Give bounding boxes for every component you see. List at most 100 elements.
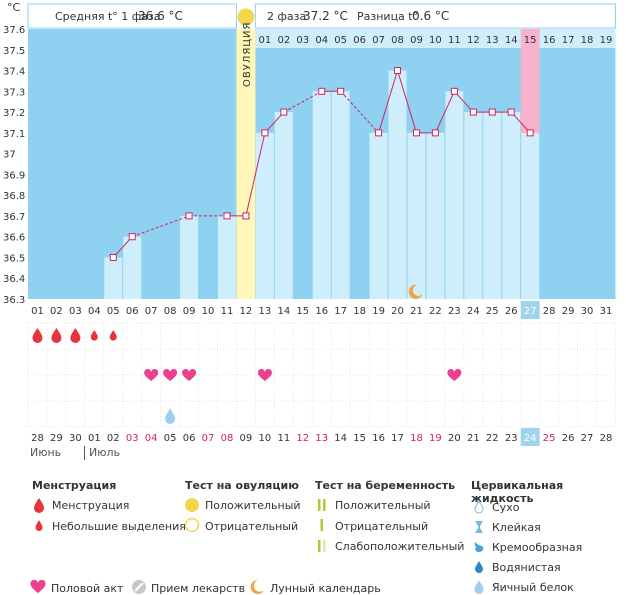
temp-bar [274, 112, 293, 299]
cervical-creamy-icon [474, 542, 484, 553]
temp-point [242, 212, 250, 220]
calendar-date-label: 03 [126, 433, 139, 444]
pregnancy-weak-icon [318, 540, 326, 552]
legend-pregnancy-positive: Положительный [335, 499, 431, 512]
calendar-date-label: 09 [240, 433, 253, 444]
current-day-cell [520, 301, 540, 319]
temp-point [280, 108, 288, 116]
y-tick-label: 36.8 [3, 191, 25, 202]
legend-pregnancy-negative: Отрицательный [335, 520, 429, 533]
ovulation-positive-icon [185, 498, 199, 512]
ovulation-column [236, 29, 256, 299]
legend-intercourse: Половой акт [51, 582, 124, 595]
cycle-day-label: 05 [107, 306, 120, 317]
phase2-day-label: 12 [467, 35, 480, 46]
menstruation-drop-icon [34, 498, 44, 513]
temp-bar [369, 132, 388, 299]
legend-ovulation-positive: Положительный [205, 499, 301, 512]
cycle-day-label: 17 [334, 306, 347, 317]
y-tick-label: 36.4 [3, 274, 25, 285]
legend-pregnancy-test-title: Тест на беременность [315, 479, 456, 492]
cycle-day-label: 04 [88, 306, 101, 317]
cycle-day-row [26, 299, 616, 321]
y-axis-unit: °C [7, 1, 21, 14]
cycle-day-label: 30 [581, 306, 594, 317]
calendar-date-label: 30 [69, 433, 82, 444]
calendar-date-label: 20 [448, 433, 461, 444]
cycle-day-label: 02 [50, 306, 63, 317]
temp-line-segment [283, 90, 322, 113]
calendar-date-label: 15 [353, 433, 366, 444]
y-tick-label: 37.3 [3, 87, 25, 98]
temp-bar [464, 112, 483, 299]
today-cell [520, 428, 540, 446]
cervical-eggwhite-icon [165, 408, 176, 424]
y-tick-label: 37.5 [3, 46, 25, 57]
phase2-day-label: 19 [600, 35, 613, 46]
legend-spotting-item: Небольшие выделения [52, 520, 186, 533]
phase2-day-label: 03 [296, 35, 309, 46]
temp-bar [388, 70, 407, 300]
legend-ovulation-negative: Отрицательный [205, 520, 299, 533]
cycle-day-label: 06 [126, 306, 139, 317]
calendar-date-label: 16 [372, 433, 385, 444]
medication-pill-icon [132, 580, 146, 594]
ovulation-sun-icon [237, 8, 255, 26]
phase2-day-label: 10 [429, 35, 442, 46]
temp-bar [426, 132, 445, 299]
phase1-label: Средняя t° 1 фаза [55, 10, 161, 23]
temp-point [337, 87, 345, 95]
temp-bar [104, 257, 123, 299]
phase2-day-label: 08 [391, 35, 404, 46]
intercourse-heart-icon [144, 368, 159, 381]
calendar-date-label: 27 [581, 433, 594, 444]
calendar-date-label: 17 [391, 433, 404, 444]
y-tick-label: 36.5 [3, 253, 25, 264]
month-divider [84, 446, 85, 460]
cycle-day-label: 07 [145, 306, 158, 317]
calendar-date-label: 10 [259, 433, 272, 444]
phase2-day-label: 17 [562, 35, 575, 46]
phase2-day-label: 09 [410, 35, 423, 46]
cycle-day-label: 19 [372, 306, 385, 317]
phase2-day-label: 07 [372, 35, 385, 46]
calendar-date-label: 02 [107, 433, 120, 444]
phase2-day-label: 13 [486, 35, 499, 46]
cycle-day-label: 20 [391, 306, 404, 317]
legend-ovulation-test-title: Тест на овуляцию [185, 479, 299, 492]
menstruation-drop-icon [109, 330, 117, 341]
current-day-column [520, 29, 540, 133]
calendar-date-label: 11 [277, 433, 290, 444]
calendar-date-label: 06 [183, 433, 196, 444]
temp-bar [312, 91, 331, 299]
cervical-watery-icon [475, 561, 483, 573]
temp-line-segment [434, 91, 455, 134]
phase2-day-label: 04 [315, 35, 328, 46]
moon-icon [408, 284, 423, 299]
y-tick-label: 36.3 [3, 295, 25, 306]
menstruation-drop-icon [51, 328, 62, 343]
temp-bar [123, 236, 142, 299]
legend-pregnancy-weak: Слабоположительный [335, 540, 465, 553]
temp-point [128, 233, 136, 241]
cycle-day-label: 29 [562, 306, 575, 317]
menstruation-drop-icon [70, 328, 81, 343]
moon-icon [250, 579, 264, 594]
phase2-day-label: 16 [543, 35, 556, 46]
temp-point [526, 129, 534, 137]
small-drop-icon [35, 520, 43, 531]
cycle-day-label: 12 [240, 306, 253, 317]
cycle-day-label: 14 [277, 306, 290, 317]
temp-point [488, 108, 496, 116]
legend-cervical-sticky: Клейкая [492, 521, 541, 534]
temp-bar [521, 132, 540, 299]
ovulation-negative-icon [184, 517, 200, 533]
y-tick-label: 37 [3, 150, 16, 161]
calendar-date-label: 05 [164, 433, 177, 444]
phase2-day-label: 18 [581, 35, 594, 46]
calendar-date-label: 21 [467, 433, 480, 444]
legend-menstruation-item: Менструация [52, 499, 130, 512]
calendar-date-label: 24 [524, 433, 537, 444]
temp-line-segment [245, 132, 266, 217]
